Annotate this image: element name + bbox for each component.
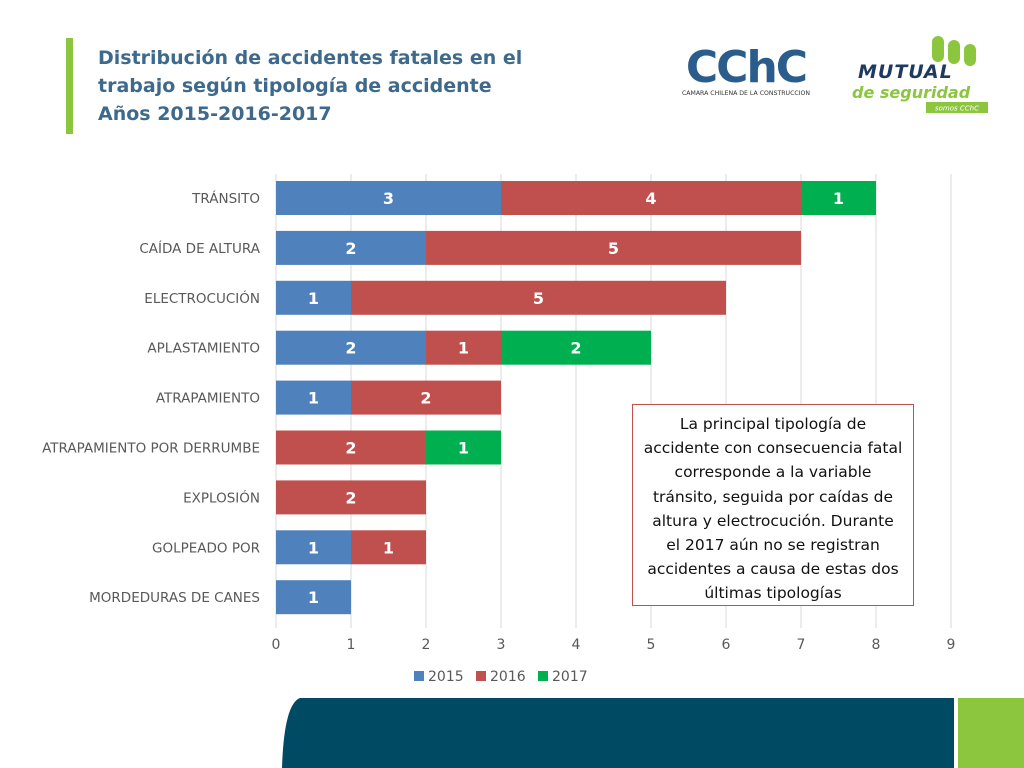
legend-swatch-2 [538,671,548,681]
category-label-8: MORDEDURAS DE CANES [89,590,260,606]
data-label-1-0: 2 [345,239,356,258]
mutual-leaf-icon [932,36,976,66]
data-label-2-0: 1 [308,289,319,308]
x-tick-label-2: 2 [422,637,431,653]
data-label-0-2: 1 [833,189,844,208]
data-label-6-1: 2 [345,488,356,507]
cchc-caption: CAMARA CHILENA DE LA CONSTRUCCION [682,90,810,97]
bar-8-0 [276,580,351,615]
mutual-tagline: somos CChC [935,105,979,113]
x-tick-label-4: 4 [572,637,581,653]
category-label-4: ATRAPAMIENTO [156,391,260,407]
x-tick-label-3: 3 [497,637,506,653]
category-label-6: EXPLOSIÓN [183,488,260,506]
bar-5-2 [426,430,501,465]
data-label-3-2: 2 [570,339,581,358]
mutual-tagline-bar [926,102,988,113]
legend-label-2: 2017 [552,669,588,685]
data-label-8-0: 1 [308,588,319,607]
data-label-7-0: 1 [308,538,319,557]
title-line-3: Años 2015-2016-2017 [98,103,332,125]
data-label-4-0: 1 [308,389,319,408]
bar-5-1 [276,430,426,465]
data-label-7-1: 1 [383,538,394,557]
stacked-bar-chart: 0 1 2 3 4 5 6 7 8 9 TRÁNSITO 3 4 1 CAÍDA DE ALTURA 2 5 EL… [42,174,955,685]
bar-7-1 [351,530,426,565]
bar-1-0 [276,230,426,265]
bar-3-1 [426,330,501,365]
category-label-3: APLASTAMIENTO [147,341,260,357]
bar-3-2 [501,330,651,365]
data-label-3-1: 1 [458,339,469,358]
category-label-7: GOLPEADO POR [152,540,260,556]
chart-labels: 0 1 2 3 4 5 6 7 8 9 TRÁNSITO 3 4 1 CAÍDA DE ALTURA 2 5 EL… [42,189,955,653]
x-tick-label-6: 6 [722,637,731,653]
data-label-5-2: 1 [458,439,469,458]
chart-legend: 2015 2016 2017 [414,669,588,685]
bar-0-0 [276,181,501,215]
accent-bar [66,38,73,134]
slide-title: Distribución de accidentes fatales en el… [98,44,618,128]
data-label-3-0: 2 [345,339,356,358]
title-line-1: Distribución de accidentes fatales en el [98,47,523,69]
legend-swatch-0 [414,671,424,681]
data-label-5-1: 2 [345,439,356,458]
category-label-0: TRÁNSITO [191,190,260,207]
data-label-1-1: 5 [608,239,619,258]
x-tick-label-7: 7 [797,637,806,653]
data-label-0-1: 4 [645,189,656,208]
bar-7-0 [276,530,351,565]
bar-1-1 [426,230,801,265]
mutual-subtitle: de seguridad [852,83,971,102]
summary-note: La principal tipología de accidente con … [632,404,914,606]
legend-swatch-1 [476,671,486,681]
footer-green-block [958,698,1024,768]
data-label-2-1: 5 [533,289,544,308]
legend-label-1: 2016 [490,669,526,685]
chart-bars [276,181,876,615]
x-tick-label-0: 0 [272,637,281,653]
bar-0-2 [801,181,876,215]
bar-3-0 [276,330,426,365]
footer-dark-shape [282,698,954,768]
cchc-logo: CChC CAMARA CHILENA DE LA CONSTRUCCION [682,44,810,97]
bar-4-1 [351,380,501,415]
data-label-0-0: 3 [383,189,394,208]
cchc-wordmark: CChC [686,44,806,93]
x-tick-label-9: 9 [947,637,956,653]
title-line-2: trabajo según tipología de accidente [98,75,492,97]
category-label-1: CAÍDA DE ALTURA [139,240,260,257]
category-label-2: ELECTROCUCIÓN [144,289,260,307]
bar-2-1 [351,280,726,315]
bar-4-0 [276,380,351,415]
data-label-4-1: 2 [420,389,431,408]
x-tick-label-8: 8 [872,637,881,653]
bar-0-1 [501,181,801,215]
footer-band [282,698,1024,768]
mutual-wordmark: MUTUAL [858,61,953,83]
legend-label-0: 2015 [428,669,464,685]
x-tick-label-5: 5 [647,637,656,653]
bar-6-1 [276,480,426,515]
x-tick-label-1: 1 [347,637,356,653]
category-label-5: ATRAPAMIENTO POR DERRUMBE [42,441,260,457]
bar-2-0 [276,280,351,315]
mutual-logo: MUTUAL de seguridad somos CChC [852,36,988,113]
